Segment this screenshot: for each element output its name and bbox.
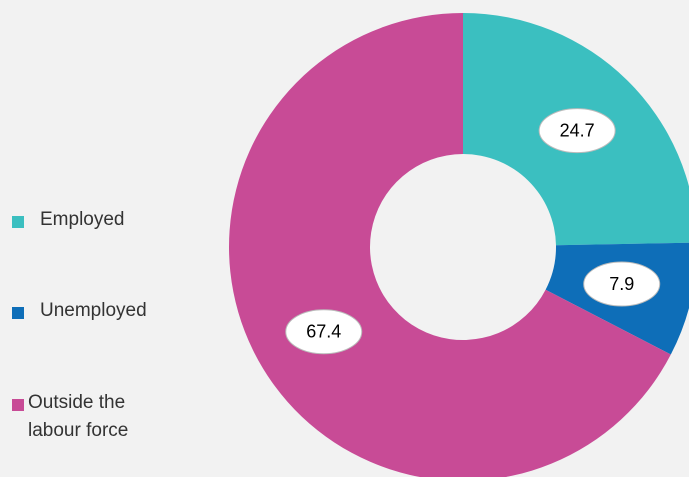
- legend-entry: Employed: [12, 209, 158, 234]
- label-background: [285, 309, 363, 355]
- data-label: 24.7: [560, 120, 595, 140]
- legend-entry: Unemployed: [12, 300, 158, 325]
- label-background: [583, 261, 661, 307]
- legend-swatch: [12, 399, 24, 411]
- legend-swatch: [12, 307, 24, 319]
- data-label: 7.9: [609, 274, 634, 294]
- legend-label: Outside the labour force: [28, 392, 129, 441]
- legend-swatch: [12, 216, 24, 228]
- donut-segment: [229, 13, 671, 477]
- legend-label: Unemployed: [40, 300, 147, 321]
- legend-label: Employed: [40, 209, 125, 230]
- legend-entry: Outside the labour force: [12, 392, 146, 445]
- label-background: [538, 108, 616, 154]
- data-label: 67.4: [306, 321, 341, 341]
